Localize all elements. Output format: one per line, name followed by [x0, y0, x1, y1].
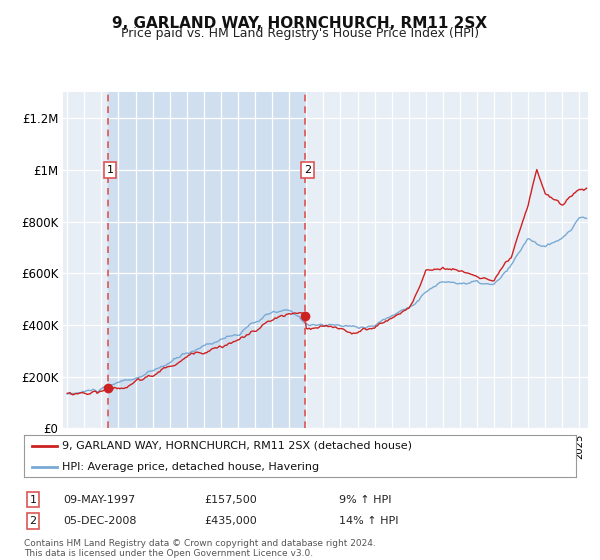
Text: 9, GARLAND WAY, HORNCHURCH, RM11 2SX (detached house): 9, GARLAND WAY, HORNCHURCH, RM11 2SX (de… — [62, 441, 412, 451]
Text: Price paid vs. HM Land Registry's House Price Index (HPI): Price paid vs. HM Land Registry's House … — [121, 27, 479, 40]
Text: Contains HM Land Registry data © Crown copyright and database right 2024.
This d: Contains HM Land Registry data © Crown c… — [24, 539, 376, 558]
Bar — [107, 92, 305, 428]
Text: 1: 1 — [107, 165, 113, 175]
Text: HPI: Average price, detached house, Havering: HPI: Average price, detached house, Have… — [62, 461, 319, 472]
Text: 09-MAY-1997: 09-MAY-1997 — [63, 494, 135, 505]
Text: £157,500: £157,500 — [204, 494, 257, 505]
Text: 05-DEC-2008: 05-DEC-2008 — [63, 516, 137, 526]
Text: £435,000: £435,000 — [204, 516, 257, 526]
Text: 9% ↑ HPI: 9% ↑ HPI — [339, 494, 391, 505]
Text: 1: 1 — [29, 494, 37, 505]
Text: 2: 2 — [29, 516, 37, 526]
Text: 9, GARLAND WAY, HORNCHURCH, RM11 2SX: 9, GARLAND WAY, HORNCHURCH, RM11 2SX — [112, 16, 488, 31]
Text: 2: 2 — [304, 165, 311, 175]
Text: 14% ↑ HPI: 14% ↑ HPI — [339, 516, 398, 526]
